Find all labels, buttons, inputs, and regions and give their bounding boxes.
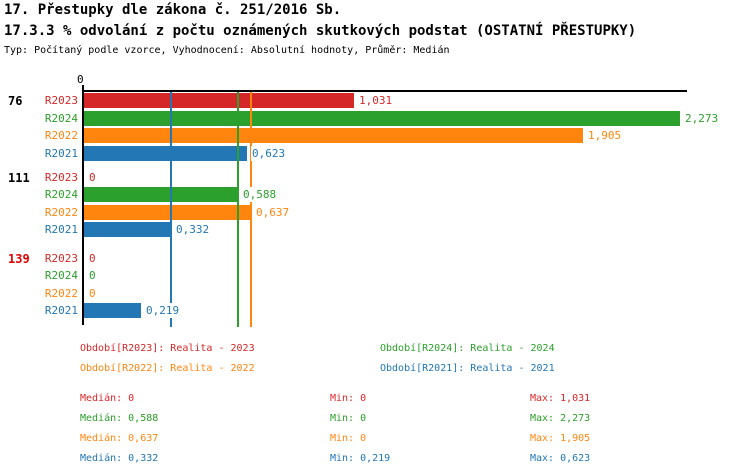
bar-value-label: 0,623 [251,145,287,161]
report-title-line1: 17. Přestupky dle zákona č. 251/2016 Sb. [4,2,342,18]
stat-min: Min: 0,219 [330,453,391,464]
stat-row-R2022: Medián: 0,637 Min: 0 Max: 1,905 [0,433,750,447]
row-label-R2024: R2024 [44,188,78,201]
stat-min: Min: 0 [330,433,367,444]
stat-median: Medián: 0,332 [80,453,159,464]
stat-row-R2023: Medián: 0 Min: 0 Max: 1,031 [0,393,750,407]
stat-row-R2024: Medián: 0,588 Min: 0 Max: 2,273 [0,413,750,427]
bar-R2022 [84,128,583,143]
x-axis-line [82,90,687,92]
stat-max: Max: 1,031 [530,393,591,404]
legend-item-R2021: Období[R2021]: Realita - 2021 [380,363,555,374]
bar-R2022 [84,204,251,220]
bar-value-label: 0,637 [255,204,291,220]
stat-max: Max: 1,905 [530,433,591,444]
row-label-R2024: R2024 [44,111,78,125]
bar-value-label: 0,332 [175,222,211,237]
bar-R2024 [84,187,238,202]
bar-R2021 [84,145,247,161]
row-label-R2021: R2021 [44,304,78,317]
row-label-R2023: R2023 [44,94,78,107]
legend-item-R2022: Období[R2022]: Realita - 2022 [80,363,255,374]
stat-min: Min: 0 [330,413,367,424]
median-line-R2021 [170,92,172,327]
bar-chart: 0 76 R2023 1,031 R2024 2,273 R2022 1,905 R2021 0… [8,73,720,327]
bar-R2021 [84,303,141,318]
group-count-label: 111 [8,170,30,185]
median-line-R2024 [237,92,239,327]
row-label-R2021: R2021 [44,146,78,160]
bar-R2024 [84,110,680,126]
bar-value-label: 0 [88,268,97,283]
group-count-label: 139 [8,251,30,266]
bar-value-label: 1,031 [358,93,394,108]
report-meta-line: Typ: Počítaný podle vzorce, Vyhodnocení:… [4,45,450,56]
row-label-R2022: R2022 [44,129,78,142]
stat-min: Min: 0 [330,393,367,404]
report-title-line2: 17.3.3 % odvolání z počtu oznámených sku… [4,23,637,39]
legend-item-R2023: Období[R2023]: Realita - 2023 [80,343,255,354]
stat-max: Max: 2,273 [530,413,591,424]
median-line-R2022 [250,92,252,327]
bar-value-label: 2,273 [684,110,720,126]
row-label-R2024: R2024 [44,269,78,282]
stat-median: Medián: 0,588 [80,413,159,424]
x-axis-zero-tick-label: 0 [77,73,84,86]
row-label-R2023: R2023 [44,170,78,184]
row-label-R2023: R2023 [44,251,78,265]
stat-row-R2021: Medián: 0,332 Min: 0,219 Max: 0,623 [0,453,750,467]
bar-value-label: 0 [88,285,97,301]
bar-value-label: 0 [88,250,97,266]
bar-R2023 [84,93,354,108]
bar-value-label: 0,588 [242,187,278,202]
stat-max: Max: 0,623 [530,453,591,464]
bar-R2021 [84,222,171,237]
row-label-R2021: R2021 [44,223,78,236]
row-label-R2022: R2022 [44,286,78,300]
bar-value-label: 0 [88,169,97,185]
stat-median: Medián: 0 [80,393,135,404]
row-label-R2022: R2022 [44,205,78,219]
y-axis-line [82,85,84,325]
group-count-label: 76 [8,94,23,108]
bar-value-label: 0,219 [145,303,181,318]
legend-item-R2024: Období[R2024]: Realita - 2024 [380,343,555,354]
bar-value-label: 1,905 [587,128,623,143]
stat-median: Medián: 0,637 [80,433,159,444]
